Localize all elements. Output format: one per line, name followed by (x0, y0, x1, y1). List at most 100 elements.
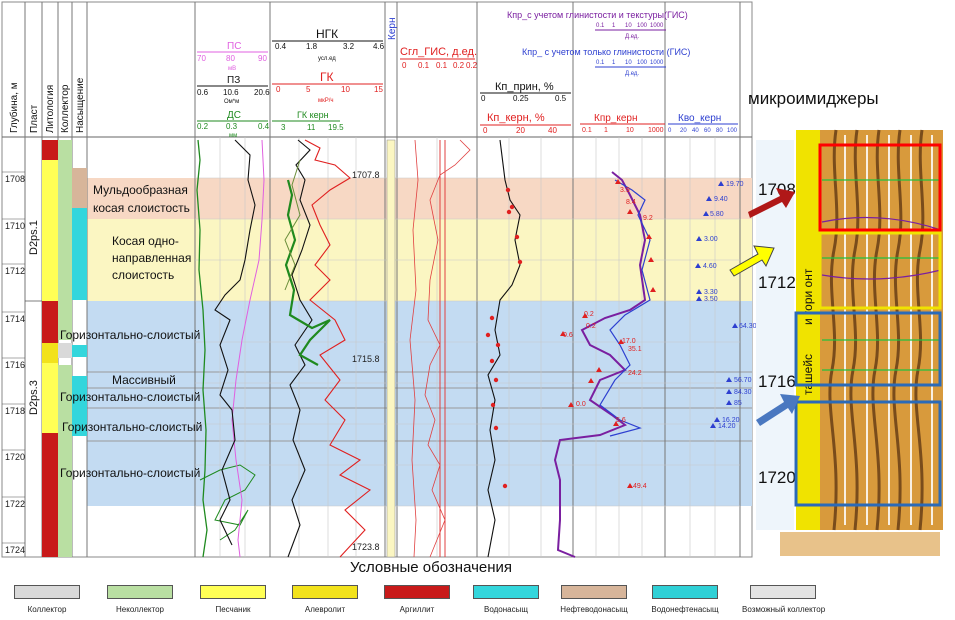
facies-label: слоистость (112, 268, 174, 282)
svg-text:усл.ед: усл.ед (318, 56, 336, 62)
header-track-sgl: Сгл_ГИС, д.ед. 0 0.1 0.1 0.2 0.2 (400, 46, 478, 70)
facies-label: Косая одно- (112, 234, 179, 248)
svg-text:3.2: 3.2 (343, 42, 355, 51)
legend-item-noncollector: Неколлектор (105, 585, 175, 614)
svg-text:1: 1 (612, 23, 616, 29)
svg-text:НГК: НГК (316, 27, 338, 41)
svg-text:1723.8: 1723.8 (352, 542, 380, 552)
arrow-yellow-icon (729, 245, 775, 277)
svg-text:Ом*м: Ом*м (224, 99, 239, 105)
svg-text:0.2: 0.2 (586, 323, 596, 330)
svg-text:15: 15 (374, 85, 383, 94)
svg-text:ГК: ГК (320, 70, 334, 84)
header-track-kp: Кп_прин, % 0 0.25 0.5 Кп_керн, % 0 20 40 (480, 81, 571, 135)
svg-text:20: 20 (680, 128, 687, 134)
svg-text:24.2: 24.2 (628, 370, 642, 377)
micro-box-blue-2 (794, 400, 942, 507)
lithology-column (42, 140, 58, 557)
svg-text:Кпр_ с учетом только глинистос: Кпр_ с учетом только глинистости (ГИС) (522, 47, 690, 57)
legend-item-possible: Возможный коллектор (742, 585, 825, 614)
header-track-kpr: Кпр_с учетом глинистости и текстуры(ГИС)… (507, 10, 738, 134)
svg-text:35.1: 35.1 (628, 346, 642, 353)
micro-sinusoids (821, 216, 942, 280)
saturation-column (72, 168, 87, 436)
microimager-title: микроимиджеры (748, 89, 879, 108)
depth-label: 1718 (5, 406, 25, 416)
legend-item-mudstone: Аргиллит (382, 585, 452, 614)
svg-text:100: 100 (637, 60, 648, 66)
svg-text:1707.8: 1707.8 (352, 170, 380, 180)
facies-band-horizontal (87, 301, 752, 506)
legend-label: Водонефтенасыщ (651, 605, 719, 614)
legend-label: Алевролит (304, 605, 346, 614)
layer-label: D2ps.3 (28, 380, 40, 415)
legend-item-sandstone: Песчаник (198, 585, 268, 614)
facies-labels: Мульдообразная косая слоистость Косая од… (60, 183, 202, 480)
curves-track-sgl (409, 139, 471, 558)
micro-depth: 1720 (758, 468, 796, 487)
svg-text:0.4: 0.4 (275, 42, 287, 51)
curves-track-2 (284, 139, 372, 558)
svg-text:9.2: 9.2 (643, 215, 653, 222)
kp-kern-points (485, 187, 523, 489)
depth-label: 1724 (5, 545, 25, 555)
svg-text:ГК керн: ГК керн (297, 110, 329, 120)
svg-text:100: 100 (727, 128, 738, 134)
svg-text:80: 80 (226, 54, 235, 63)
svg-text:11: 11 (307, 123, 316, 132)
svg-text:Сгл_ГИС, д.ед.: Сгл_ГИС, д.ед. (400, 46, 477, 58)
legend-swatch (384, 585, 450, 599)
layer-label: D2ps.1 (28, 220, 40, 255)
kern-marks: 1707.8 1715.8 1723.8 (352, 170, 380, 552)
svg-text:0: 0 (276, 85, 281, 94)
svg-text:16.20: 16.20 (722, 417, 740, 424)
micro-horizon-label: и гори онт (801, 268, 815, 325)
svg-text:14.20: 14.20 (718, 423, 736, 430)
arrow-blue-icon (756, 394, 800, 426)
header-track-2: НГК 0.4 1.8 3.2 4.6 усл.ед ГК 0 5 10 15 … (272, 27, 385, 132)
svg-text:0.0: 0.0 (576, 401, 586, 408)
micro-box-red (818, 143, 942, 232)
svg-text:0.1: 0.1 (596, 60, 605, 66)
micro-depth: 1712 (758, 273, 796, 292)
svg-text:3.00: 3.00 (704, 236, 718, 243)
svg-text:0.2: 0.2 (453, 61, 465, 70)
facies-label: Горизонтально-слоистый (60, 328, 200, 342)
micro-image-texture (828, 129, 925, 531)
svg-text:Кпр_с учетом глинистости и тек: Кпр_с учетом глинистости и текстуры(ГИС) (507, 10, 688, 20)
svg-text:17.0: 17.0 (622, 338, 636, 345)
svg-text:10: 10 (625, 23, 632, 29)
svg-text:19.5: 19.5 (328, 123, 344, 132)
svg-text:0.2: 0.2 (466, 61, 478, 70)
svg-text:ПЗ: ПЗ (227, 75, 240, 86)
legend-item-siltstone: Алевролит (290, 585, 360, 614)
svg-text:0.1: 0.1 (582, 127, 592, 134)
arrow-red-icon (748, 188, 795, 218)
svg-text:0: 0 (402, 61, 407, 70)
svg-text:Пласт: Пласт (29, 104, 40, 133)
facies-label: косая слоистость (93, 201, 190, 215)
micro-image (820, 130, 943, 530)
svg-text:40: 40 (692, 128, 699, 134)
legend-item-water: Водонасыщ (471, 585, 541, 614)
micro-depth: 1716 (758, 372, 796, 391)
kvo-kern-points: 19.70 9.40 5.80 3.00 4.60 3.30 3.50 64.3… (695, 181, 757, 430)
svg-text:0.2: 0.2 (197, 122, 209, 131)
svg-text:100: 100 (637, 23, 648, 29)
svg-text:64.30: 64.30 (739, 323, 757, 330)
svg-text:10.6: 10.6 (223, 88, 239, 97)
svg-text:0.6: 0.6 (197, 88, 209, 97)
svg-text:60: 60 (704, 128, 711, 134)
facies-label: Горизонтально-слоистый (60, 390, 200, 404)
facies-label: направленная (112, 251, 191, 265)
depth-label: 1708 (5, 174, 25, 184)
legend-swatch (200, 585, 266, 599)
legend-label: Аргиллит (399, 605, 435, 614)
svg-text:1: 1 (604, 127, 608, 134)
kern-header: Керн (387, 18, 398, 40)
svg-text:8.4: 8.4 (626, 199, 636, 206)
legend-label: Нефтеводонасыщ (560, 605, 628, 614)
svg-text:0.5: 0.5 (555, 94, 567, 103)
svg-text:1: 1 (612, 60, 616, 66)
